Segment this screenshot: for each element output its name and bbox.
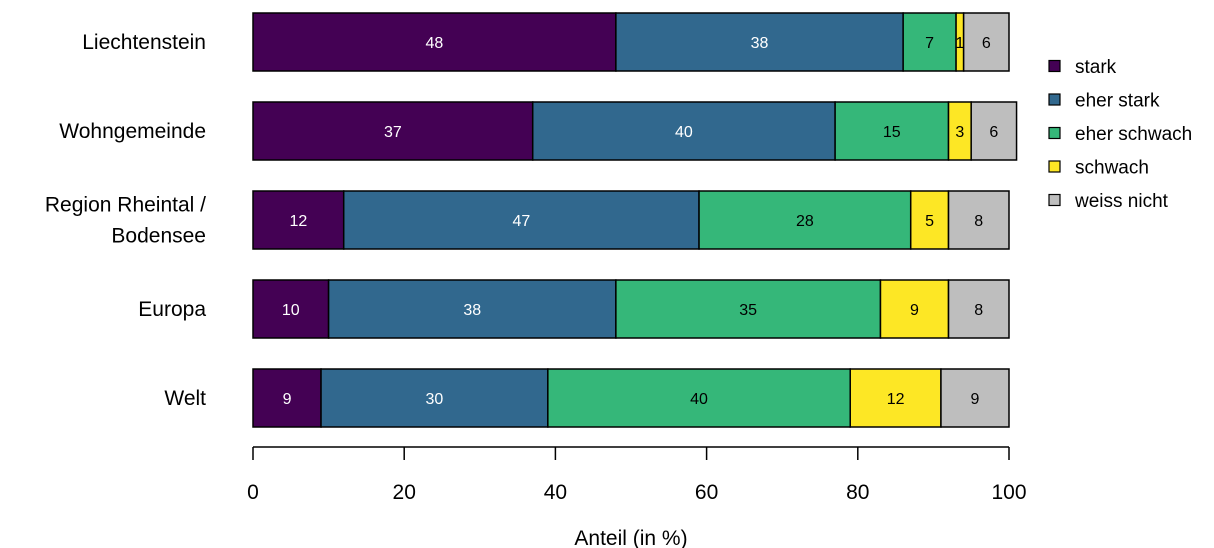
bar-value-label: 38 [463,302,481,319]
bar-segment-4-3 [947,279,1010,339]
x-tick-label: 60 [695,481,718,504]
bar-segment-4-1 [970,101,1018,161]
bar-value-label: 9 [910,302,919,319]
legend-label: stark [1075,57,1117,78]
bar-segment-2-1 [834,101,950,161]
bar-value-label: 12 [887,391,905,408]
bar-value-label: 8 [974,213,983,230]
legend-label: schwach [1075,158,1149,179]
legend-swatch-2 [1048,126,1061,140]
x-tick-label: 0 [247,481,259,504]
bar-value-label: 15 [883,124,901,141]
legend-label: eher schwach [1075,124,1192,145]
x-tick-label: 80 [846,481,869,504]
bar-segment-2-0 [902,12,957,72]
x-tick-label: 40 [544,481,567,504]
x-axis-title: Anteil (in %) [574,527,687,548]
category-label: Bodensee [111,225,206,248]
bar-value-label: 5 [925,213,934,230]
bar-value-label: 3 [955,124,964,141]
bar-segment-0-2 [252,190,345,250]
bar-segment-1-4 [320,368,549,428]
x-tick-label: 20 [393,481,416,504]
category-label: Welt [164,387,206,410]
bar-segment-4-2 [947,190,1010,250]
bar-value-label: 6 [982,35,991,52]
bar-segment-2-2 [698,190,912,250]
bar-value-label: 47 [512,213,530,230]
legend-label: weiss nicht [1074,191,1169,212]
category-label: Region Rheintal / [45,194,206,217]
bar-value-label: 30 [426,391,444,408]
legend-label: eher stark [1075,91,1160,112]
legend-swatch-1 [1048,93,1061,106]
bar-value-label: 28 [796,213,814,230]
bar-segment-4-0 [962,12,1010,72]
bar-segment-0-0 [252,12,617,72]
bar-value-label: 40 [690,391,708,408]
legend-swatch-0 [1048,59,1061,73]
bar-value-label: 8 [974,302,983,319]
bar-segment-2-3 [615,279,882,339]
bar-value-label: 9 [283,391,292,408]
legend-swatch-4 [1048,193,1061,207]
bar-segment-3-3 [879,279,950,339]
legend-swatch-3 [1048,160,1061,173]
bar-value-label: 35 [739,302,757,319]
category-label: Wohngemeinde [59,120,206,143]
bar-segment-1-0 [615,12,904,72]
bar-value-label: 10 [282,302,300,319]
bar-value-label: 48 [426,35,444,52]
bar-value-label: 12 [289,213,307,230]
bar-value-label: 1 [955,35,964,52]
x-tick-label: 100 [991,481,1026,504]
bar-segment-4-4 [940,368,1010,428]
bar-segment-0-4 [252,368,322,428]
bar-value-label: 38 [751,35,769,52]
bar-value-label: 6 [989,124,998,141]
bar-value-label: 40 [675,124,693,141]
category-label: Liechtenstein [82,31,206,54]
bar-segment-2-4 [547,368,851,428]
category-label: Europa [138,298,206,321]
bar-segment-1-1 [531,101,836,161]
bar-segment-1-3 [327,279,617,339]
bar-value-label: 37 [384,124,402,141]
bar-segment-3-4 [849,368,942,428]
bar-value-label: 7 [925,35,934,52]
bar-value-label: 9 [971,391,980,408]
